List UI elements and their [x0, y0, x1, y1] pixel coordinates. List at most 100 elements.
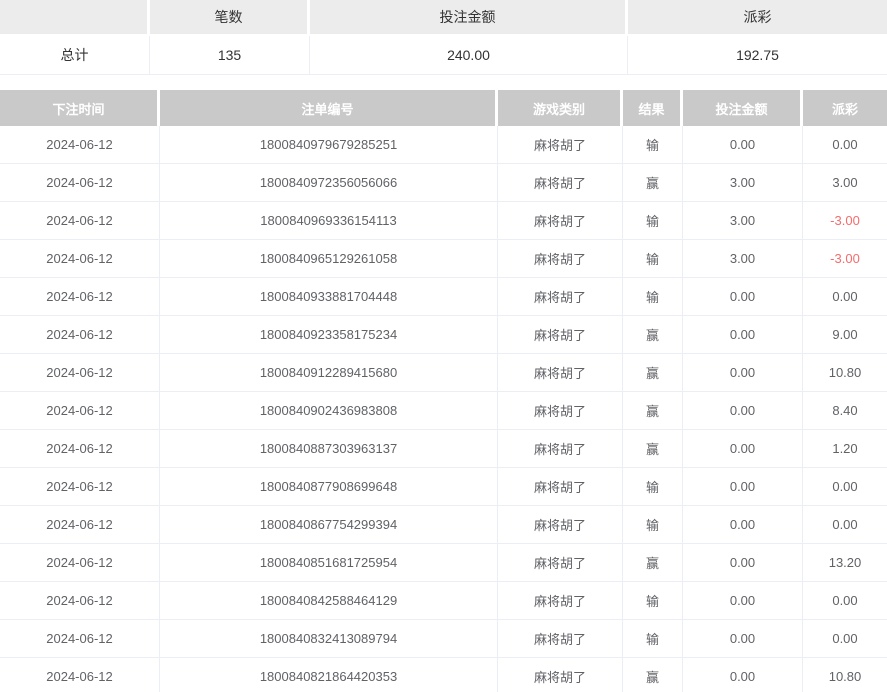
- cell-payout: 0.00: [832, 517, 858, 532]
- cell-payout: -3.00: [830, 251, 860, 266]
- table-row: 2024-06-12 1800840965129261058 麻将胡了输 3.00 -3…: [0, 240, 887, 278]
- cell-game-type: 麻将胡了: [498, 658, 623, 692]
- table-row: 2024-06-12 1800840912289415680 麻将胡了赢 0.00 10…: [0, 354, 887, 392]
- cell-payout: 0.00: [832, 593, 858, 608]
- cell-game-type: 麻将胡了: [498, 544, 623, 581]
- cell-bet-amount: 3.00: [683, 164, 803, 201]
- cell-result: 输: [623, 582, 683, 619]
- cell-game-type: 麻将胡了: [498, 506, 623, 543]
- cell-game-type: 麻将胡了: [498, 354, 623, 391]
- cell-game-type: 麻将胡了: [498, 430, 623, 467]
- cell-game-type: 麻将胡了: [498, 202, 623, 239]
- cell-result: 输: [623, 506, 683, 543]
- column-header-bet-id: 注单编号: [160, 90, 498, 126]
- cell-bet-amount: 0.00: [683, 354, 803, 391]
- cell-bet-date: 2024-06-12: [0, 126, 160, 163]
- summary-header-bet-amount: 投注金额: [310, 0, 628, 34]
- table-row: 2024-06-12 1800840867754299394 麻将胡了输 0.00 0.…: [0, 506, 887, 544]
- cell-result: 赢: [623, 544, 683, 581]
- cell-result: 赢: [623, 316, 683, 353]
- column-header-payout: 派彩: [803, 90, 887, 126]
- cell-result: 赢: [623, 164, 683, 201]
- cell-bet-date: 2024-06-12: [0, 544, 160, 581]
- cell-bet-amount: 0.00: [683, 316, 803, 353]
- cell-payout: 0.00: [832, 289, 858, 304]
- cell-bet-id: 1800840902436983808: [160, 392, 498, 429]
- cell-bet-date: 2024-06-12: [0, 316, 160, 353]
- cell-bet-amount: 0.00: [683, 658, 803, 692]
- summary-total-row: 总计 135 240.00 192.75: [0, 36, 887, 75]
- cell-bet-amount: 3.00: [683, 202, 803, 239]
- cell-payout: -3.00: [830, 213, 860, 228]
- cell-bet-date: 2024-06-12: [0, 506, 160, 543]
- cell-game-type: 麻将胡了: [498, 468, 623, 505]
- cell-result: 输: [623, 278, 683, 315]
- column-header-result: 结果: [623, 90, 683, 126]
- cell-payout: 0.00: [832, 137, 858, 152]
- cell-bet-amount: 0.00: [683, 506, 803, 543]
- cell-result: 赢: [623, 658, 683, 692]
- table-row: 2024-06-12 1800840979679285251 麻将胡了输 0.00 0.…: [0, 126, 887, 164]
- cell-bet-id: 1800840851681725954: [160, 544, 498, 581]
- cell-bet-date: 2024-06-12: [0, 468, 160, 505]
- cell-game-type: 麻将胡了: [498, 164, 623, 201]
- cell-result: 输: [623, 202, 683, 239]
- table-row: 2024-06-12 1800840933881704448 麻将胡了输 0.00 0.…: [0, 278, 887, 316]
- cell-bet-amount: 0.00: [683, 278, 803, 315]
- summary-total-count: 135: [150, 36, 310, 74]
- cell-payout: 3.00: [832, 175, 858, 190]
- cell-bet-date: 2024-06-12: [0, 658, 160, 692]
- cell-bet-id: 1800840912289415680: [160, 354, 498, 391]
- cell-game-type: 麻将胡了: [498, 126, 623, 163]
- cell-payout: 10.80: [828, 669, 862, 684]
- cell-payout: 9.00: [832, 327, 858, 342]
- table-row: 2024-06-12 1800840923358175234 麻将胡了赢 0.00 9.…: [0, 316, 887, 354]
- summary-header-row: 笔数 投注金额 派彩: [0, 0, 887, 34]
- cell-bet-id: 1800840923358175234: [160, 316, 498, 353]
- cell-bet-id: 1800840933881704448: [160, 278, 498, 315]
- cell-bet-date: 2024-06-12: [0, 620, 160, 657]
- cell-bet-amount: 3.00: [683, 240, 803, 277]
- cell-bet-date: 2024-06-12: [0, 240, 160, 277]
- summary-total-payout: 192.75: [628, 36, 887, 74]
- table-row: 2024-06-12 1800840821864420353 麻将胡了赢 0.00 10…: [0, 658, 887, 692]
- cell-game-type: 麻将胡了: [498, 316, 623, 353]
- cell-bet-id: 1800840867754299394: [160, 506, 498, 543]
- cell-bet-id: 1800840842588464129: [160, 582, 498, 619]
- cell-payout: 13.20: [828, 555, 862, 570]
- cell-bet-id: 1800840887303963137: [160, 430, 498, 467]
- cell-payout: 0.00: [832, 631, 858, 646]
- cell-bet-date: 2024-06-12: [0, 278, 160, 315]
- cell-result: 输: [623, 468, 683, 505]
- bet-table-body: 2024-06-12 1800840979679285251 麻将胡了输 0.00 0.…: [0, 126, 887, 692]
- cell-bet-date: 2024-06-12: [0, 392, 160, 429]
- cell-bet-id: 1800840877908699648: [160, 468, 498, 505]
- column-header-game-type: 游戏类别: [498, 90, 623, 126]
- cell-bet-amount: 0.00: [683, 468, 803, 505]
- summary-total-bet-amount: 240.00: [310, 36, 628, 74]
- cell-result: 输: [623, 240, 683, 277]
- cell-payout: 0.00: [832, 479, 858, 494]
- cell-game-type: 麻将胡了: [498, 582, 623, 619]
- summary-header-count: 笔数: [150, 0, 310, 34]
- cell-result: 赢: [623, 354, 683, 391]
- table-row: 2024-06-12 1800840851681725954 麻将胡了赢 0.00 13…: [0, 544, 887, 582]
- cell-bet-date: 2024-06-12: [0, 164, 160, 201]
- cell-bet-amount: 0.00: [683, 582, 803, 619]
- cell-bet-id: 1800840969336154113: [160, 202, 498, 239]
- cell-payout: 8.40: [832, 403, 858, 418]
- table-row: 2024-06-12 1800840887303963137 麻将胡了赢 0.00 1.…: [0, 430, 887, 468]
- summary-header-blank: [0, 0, 150, 34]
- cell-result: 赢: [623, 430, 683, 467]
- table-row: 2024-06-12 1800840972356056066 麻将胡了赢 3.00 3.…: [0, 164, 887, 202]
- cell-result: 输: [623, 620, 683, 657]
- table-row: 2024-06-12 1800840877908699648 麻将胡了输 0.00 0.…: [0, 468, 887, 506]
- cell-bet-date: 2024-06-12: [0, 430, 160, 467]
- summary-total-label: 总计: [0, 36, 150, 74]
- cell-bet-id: 1800840972356056066: [160, 164, 498, 201]
- summary-table: 笔数 投注金额 派彩 总计 135 240.00 192.75: [0, 0, 887, 75]
- cell-payout: 10.80: [828, 365, 862, 380]
- cell-result: 输: [623, 126, 683, 163]
- column-header-bet-amount: 投注金额: [683, 90, 803, 126]
- table-row: 2024-06-12 1800840832413089794 麻将胡了输 0.00 0.…: [0, 620, 887, 658]
